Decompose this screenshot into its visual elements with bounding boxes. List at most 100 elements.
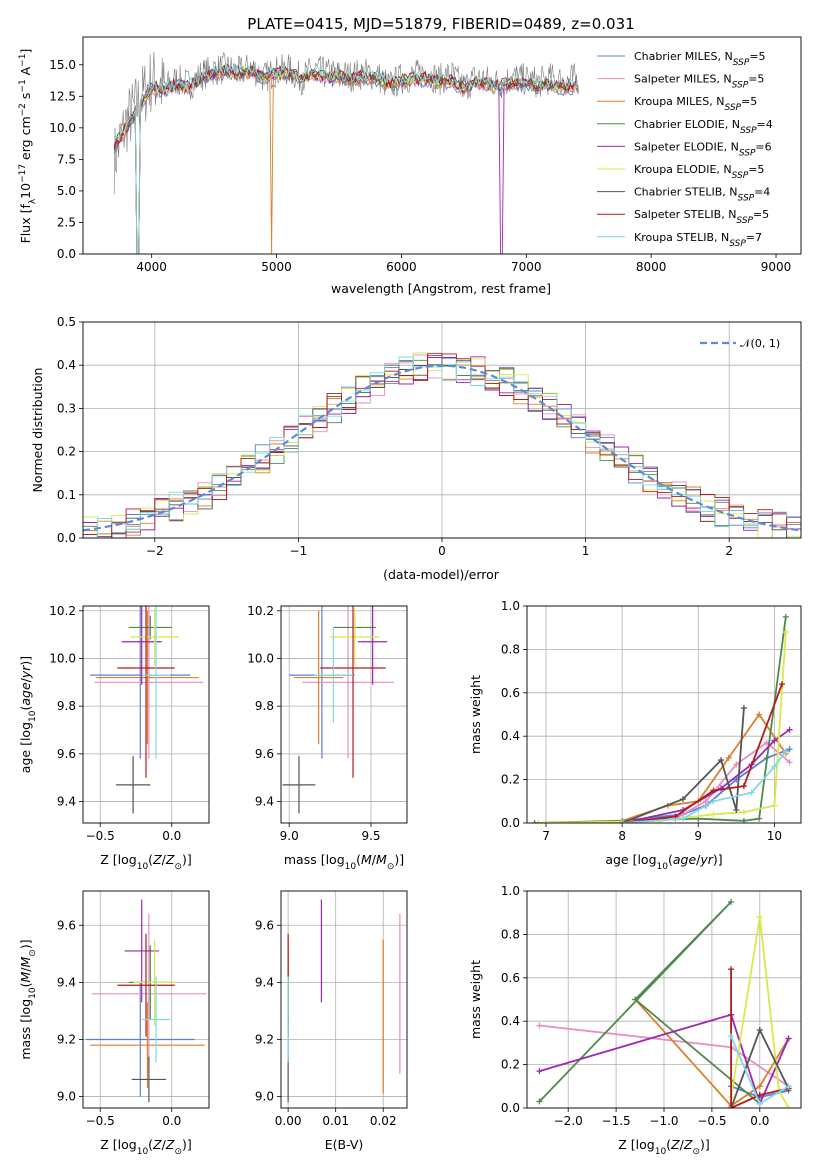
y-tick-label: 0.8 [501, 642, 520, 656]
legend-label: Salpeter STELIB, NSSP=5 [634, 208, 769, 226]
marker-salpeter_miles [733, 761, 740, 768]
label-part: s [18, 93, 33, 104]
legend-label: Kroupa ELODIE, NSSP=5 [634, 163, 764, 181]
marker-salpeter_stelib [778, 681, 785, 688]
massweight-vs-metallicity-panel: −2.0 −1.5 −1.0 −0.5 0.0 0.0 0.2 0.4 0.6 0.8 1.0 Z [… [468, 884, 802, 1157]
label-part: =5 [748, 163, 764, 176]
y-tick-label: 9.6 [255, 747, 274, 761]
label-part: ( [18, 706, 33, 711]
x-tick-label: 7 [542, 829, 550, 843]
label-part: / [162, 1137, 167, 1152]
weights-chabrier_elodie [538, 901, 761, 1105]
plot-area [90, 606, 204, 814]
x-tick-label: 4000 [136, 260, 167, 274]
label-part: 10 [18, 183, 33, 199]
label-part: SSP [724, 103, 741, 113]
label-part: )] [394, 852, 404, 867]
label-part: 10 [28, 710, 38, 722]
axes-frame [526, 890, 802, 1109]
y-tick-label: 0.1 [57, 488, 76, 502]
y-tick-label: 9.4 [57, 795, 76, 809]
label-part: mass [log [18, 999, 33, 1060]
label-part: age [18, 682, 33, 706]
label-part: A [18, 66, 33, 79]
x-tick-label: 0.0 [750, 1114, 769, 1128]
weights-salpeter_stelib [621, 683, 783, 823]
x-tick-label: 0.02 [370, 1114, 397, 1128]
marker-chabrier_elodie [531, 820, 538, 823]
marker-kroupa_miles [725, 754, 732, 761]
y-axis-label: age [log10(age/yr)] [18, 656, 38, 773]
marker-kroupa_stelib [710, 798, 717, 805]
label-part: Z [log [618, 1137, 654, 1152]
y-tick-label: 0.6 [501, 686, 520, 700]
marker-kroupa_elodie [756, 914, 763, 921]
plot-area [83, 352, 801, 538]
residual-histogram-panel: −2 −1 0 1 2 0.0 0.1 0.2 0.3 0.4 0.5 (data-model)/er… [30, 315, 802, 582]
label-part: Z [165, 852, 175, 867]
y-tick-label: 10.0 [49, 121, 76, 135]
histogram-salpeter_stelib [83, 353, 801, 538]
axes-frame [280, 605, 408, 824]
weights-kroupa_elodie [730, 916, 790, 1108]
x-tick-label: 0.0 [162, 1114, 181, 1128]
x-axis-label: Z [log10(Z/Z⊙)] [100, 1137, 192, 1157]
x-tick-label: 2 [725, 544, 733, 558]
marker-chabrier_elodie [536, 1098, 543, 1105]
y-axis-label: Flux [fλ10−17 erg cm−2 s−1 A−1] [18, 49, 38, 244]
y-tick-label: 9.4 [57, 975, 76, 989]
weights-chabrier_stelib [621, 707, 745, 823]
marker-kroupa_elodie [782, 629, 789, 636]
y-tick-label: 0.0 [501, 1101, 520, 1115]
label-part: )] [700, 1137, 710, 1152]
x-tick-label: 7000 [511, 260, 542, 274]
label-part: / [680, 1137, 685, 1152]
marker-kroupa_elodie [771, 802, 778, 809]
label-part: ⊙ [692, 1147, 700, 1157]
y-tick-label: 0.0 [57, 247, 76, 261]
label-part: 10 [28, 987, 38, 999]
marker-salpeter_miles [536, 1022, 543, 1029]
label-part: SSP [732, 171, 749, 181]
label-part: SSP [729, 239, 746, 249]
label-part: )] [18, 939, 33, 949]
y-tick-label: 9.4 [255, 975, 274, 989]
marker-salpeter_elodie [785, 1035, 792, 1042]
y-tick-label: 7.5 [57, 152, 76, 166]
weights-chabrier_miles [622, 748, 790, 822]
marker-kroupa_stelib [756, 1100, 763, 1107]
label-part: M [18, 972, 33, 983]
normal-reference-curve [83, 364, 801, 532]
y-tick-label: 0.2 [501, 1058, 520, 1072]
label-part: =5 [749, 50, 765, 63]
x-tick-label: 6000 [386, 260, 417, 274]
y-axis-label: mass weight [468, 675, 483, 754]
label-part: yr [18, 665, 33, 679]
y-tick-label: 0.8 [501, 927, 520, 941]
label-part: Z [670, 1137, 680, 1152]
label-part: Salpeter STELIB, N [634, 208, 736, 221]
label-part: SSP [736, 216, 753, 226]
label-part: ( [148, 852, 153, 867]
legend-label: Kroupa MILES, NSSP=5 [634, 95, 757, 113]
y-tick-label: 0.5 [57, 315, 76, 329]
x-tick-label: −0.5 [86, 829, 115, 843]
label-part: M [361, 852, 372, 867]
x-tick-label: 8000 [636, 260, 667, 274]
label-part: =5 [741, 95, 757, 108]
label-part: Kroupa MILES, N [634, 95, 724, 108]
y-tick-label: 9.8 [255, 699, 274, 713]
axes-frame [280, 890, 408, 1109]
y-axis-label: mass weight [468, 960, 483, 1039]
x-axis-label: E(B-V) [325, 1137, 364, 1152]
marker-chabrier_elodie [756, 815, 763, 822]
model-spectrum-salpeter_miles [113, 67, 578, 254]
label-part: =4 [757, 118, 773, 131]
label-part: −17 [18, 164, 28, 183]
label-part: / [18, 677, 33, 682]
marker-kroupa_stelib [748, 789, 755, 796]
legend-label: Chabrier ELODIE, NSSP=4 [634, 118, 773, 136]
axes-frame [82, 36, 802, 255]
label-part: ( [666, 1137, 671, 1152]
label-part: )] [182, 1137, 192, 1152]
